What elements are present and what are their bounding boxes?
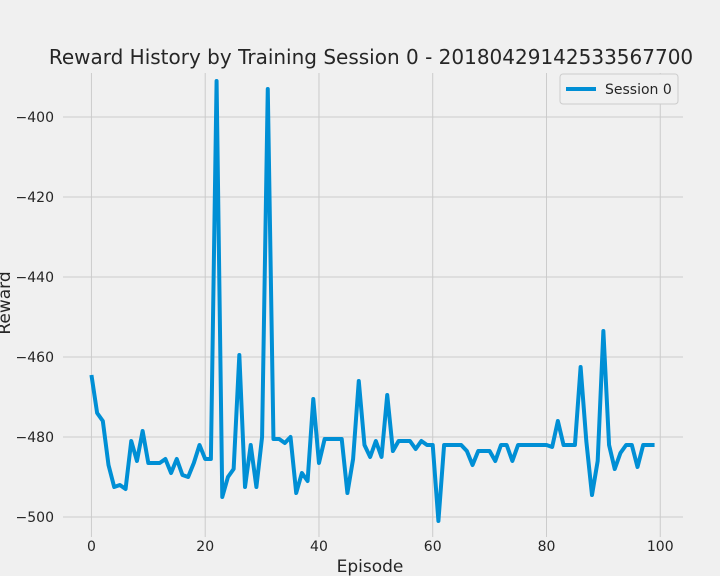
legend: Session 0: [559, 73, 679, 105]
y-tick-label: −440: [16, 270, 54, 286]
y-tick-label: −400: [16, 110, 54, 126]
y-tick-label: −420: [16, 190, 54, 206]
x-tick-label: 20: [196, 539, 214, 555]
chart-title: Reward History by Training Session 0 - 2…: [49, 45, 693, 69]
y-tick-label: −480: [16, 430, 54, 446]
x-axis-label: Episode: [337, 557, 404, 576]
x-tick-label: 80: [538, 539, 556, 555]
x-tick-label: 0: [87, 539, 96, 555]
y-tick-label: −500: [16, 510, 54, 526]
data-series: [89, 79, 655, 523]
grid-lines: [63, 73, 683, 537]
legend-box: [559, 73, 679, 105]
y-axis-label: Reward: [0, 271, 15, 334]
legend-label: Session 0: [605, 82, 672, 98]
tick-labels: 0 20 40 60 80 100 −500 −480 −460 −440 −420 −400: [16, 110, 674, 555]
x-tick-label: 60: [424, 539, 442, 555]
series-line: [89, 79, 655, 523]
y-tick-label: −460: [16, 350, 54, 366]
x-tick-label: 40: [310, 539, 328, 555]
x-tick-label: 100: [647, 539, 674, 555]
